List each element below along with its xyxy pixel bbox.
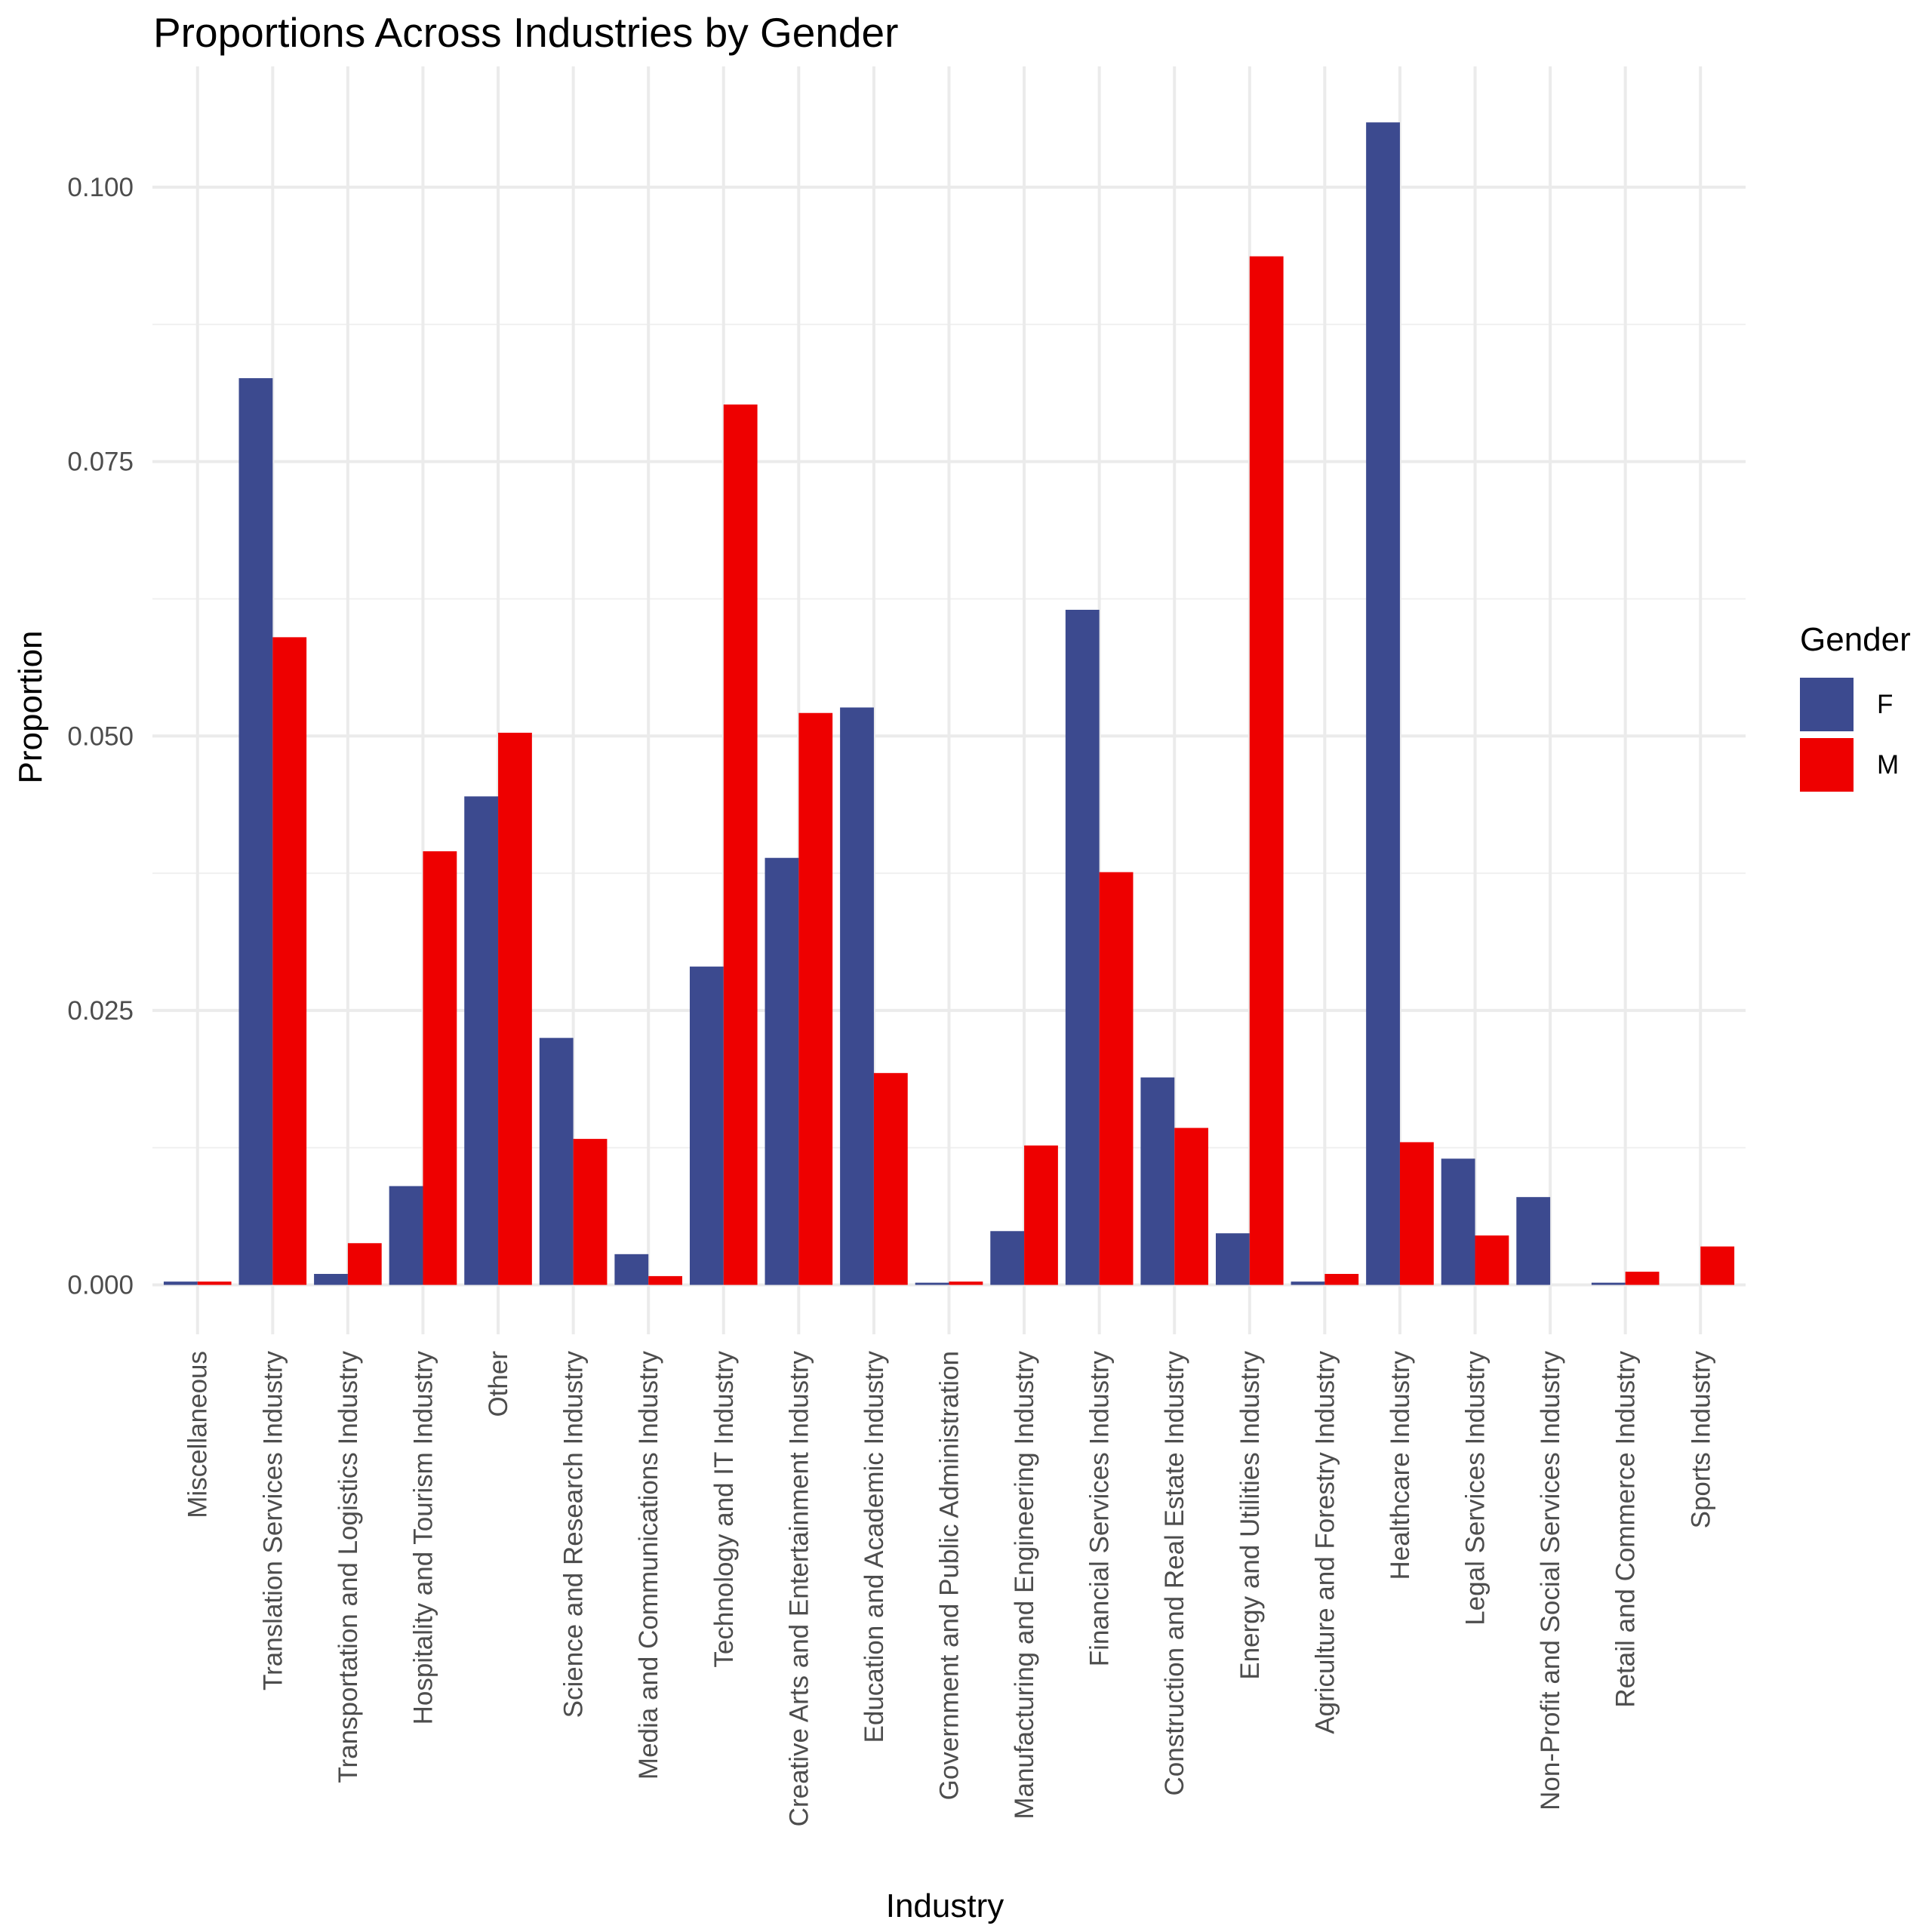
bar-m-20 xyxy=(1700,1246,1735,1285)
bar-m-2 xyxy=(347,1243,382,1285)
legend: Gender F M xyxy=(1800,621,1911,792)
chart-title: Proportions Across Industries by Gender xyxy=(153,9,898,56)
bar-f-18 xyxy=(1516,1197,1551,1285)
x-tick-label: Construction and Real Estate Industry xyxy=(1160,1351,1189,1796)
y-tick-label: 0.050 xyxy=(67,721,134,751)
legend-title: Gender xyxy=(1800,621,1911,658)
x-axis-label: Industry xyxy=(886,1887,1004,1924)
bar-f-3 xyxy=(389,1186,423,1285)
legend-key-f xyxy=(1800,678,1854,731)
bar-m-1 xyxy=(272,637,307,1285)
x-tick-label: Retail and Commerce Industry xyxy=(1611,1351,1641,1708)
x-tick-label: Miscellaneous xyxy=(183,1351,213,1518)
y-axis-label: Proportion xyxy=(12,630,49,783)
bar-f-5 xyxy=(539,1038,574,1285)
bar-f-9 xyxy=(840,707,874,1285)
x-tick-label: Sports Industry xyxy=(1686,1351,1715,1529)
bar-f-2 xyxy=(314,1274,348,1285)
x-tick-label: Technology and IT Industry xyxy=(709,1351,739,1668)
bar-f-14 xyxy=(1215,1233,1250,1285)
bar-m-17 xyxy=(1475,1235,1509,1285)
bar-f-1 xyxy=(238,378,273,1285)
x-tick-label: Translation Services Industry xyxy=(258,1351,288,1690)
x-tick-label: Hospitality and Tourism Industry xyxy=(408,1351,438,1725)
x-tick-label: Media and Communications Industry xyxy=(634,1351,663,1780)
bar-m-0 xyxy=(197,1281,232,1285)
bar-m-11 xyxy=(1024,1145,1058,1285)
bars-layer xyxy=(163,122,1735,1285)
x-tick-label: Non-Profit and Social Services Industry xyxy=(1536,1351,1565,1810)
y-tick-label: 0.000 xyxy=(67,1271,134,1300)
x-tick-label: Government and Public Administration xyxy=(935,1351,964,1800)
legend-key-m xyxy=(1800,738,1854,792)
x-tick-label: Legal Services Industry xyxy=(1461,1351,1491,1626)
bar-m-14 xyxy=(1249,256,1284,1285)
bar-f-13 xyxy=(1140,1077,1175,1285)
x-tick-label: Transportation and Logistics Industry xyxy=(334,1351,363,1783)
x-tick-label: Energy and Utilities Industry xyxy=(1235,1351,1265,1680)
x-tick-label: Healthcare Industry xyxy=(1386,1351,1415,1580)
bar-m-8 xyxy=(798,712,833,1285)
axis-layer: 0.000 0.025 0.050 0.075 0.100 Miscellaneous Tr… xyxy=(67,173,1715,1826)
y-tick-label: 0.075 xyxy=(67,448,134,477)
bar-m-9 xyxy=(873,1072,908,1285)
bar-f-15 xyxy=(1291,1281,1325,1285)
x-tick-label: Financial Services Industry xyxy=(1085,1351,1115,1667)
y-tick-label: 0.025 xyxy=(67,996,134,1026)
x-tick-label: Creative Arts and Entertainment Industry xyxy=(784,1351,814,1827)
bar-m-3 xyxy=(423,851,457,1285)
bar-m-6 xyxy=(648,1275,683,1285)
x-tick-label: Other xyxy=(484,1351,513,1417)
x-tick-label: Education and Academic Industry xyxy=(860,1351,889,1743)
bar-f-11 xyxy=(990,1231,1025,1285)
bar-m-19 xyxy=(1625,1272,1660,1285)
bar-m-15 xyxy=(1324,1274,1359,1285)
bar-f-7 xyxy=(689,966,724,1285)
y-tick-label: 0.100 xyxy=(67,173,134,202)
x-tick-label: Agriculture and Forestry Industry xyxy=(1310,1351,1340,1734)
bar-f-10 xyxy=(915,1282,949,1285)
bar-m-7 xyxy=(723,405,758,1285)
bar-f-16 xyxy=(1366,122,1400,1285)
x-tick-label: Manufacturing and Engineering Industry xyxy=(1010,1351,1039,1820)
bar-f-8 xyxy=(764,857,799,1285)
x-tick-label: Science and Research Industry xyxy=(559,1351,589,1718)
bar-f-0 xyxy=(163,1281,198,1285)
bar-f-6 xyxy=(614,1254,649,1285)
bar-f-19 xyxy=(1591,1282,1626,1285)
bar-f-4 xyxy=(464,796,499,1285)
bar-m-13 xyxy=(1174,1128,1209,1285)
bar-m-10 xyxy=(949,1281,983,1285)
bar-m-5 xyxy=(573,1139,608,1285)
legend-label-f: F xyxy=(1877,690,1893,719)
bar-m-16 xyxy=(1399,1142,1434,1285)
bar-f-17 xyxy=(1441,1158,1475,1285)
bar-m-4 xyxy=(498,732,532,1285)
grid-layer xyxy=(152,66,1746,1334)
legend-label-m: M xyxy=(1877,750,1899,780)
bar-m-12 xyxy=(1099,872,1134,1285)
bar-f-12 xyxy=(1065,610,1100,1285)
